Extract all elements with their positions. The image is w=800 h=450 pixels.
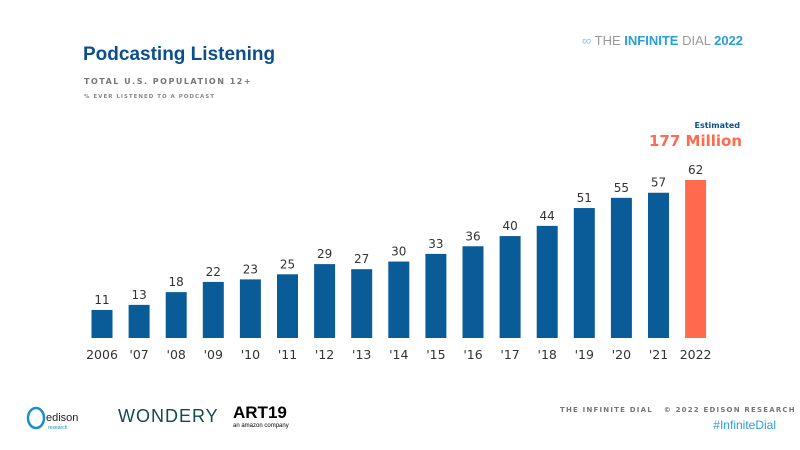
bar — [462, 246, 484, 338]
svg-text:edison: edison — [46, 412, 78, 424]
bar — [536, 225, 558, 338]
x-tick-label: '12 — [315, 347, 334, 362]
data-label: 33 — [428, 237, 443, 251]
x-tick-label: 2006 — [86, 347, 118, 362]
bar — [388, 261, 410, 338]
bar — [648, 192, 669, 338]
hashtag: #InfiniteDial — [713, 418, 776, 432]
bar — [91, 309, 113, 338]
data-label: 29 — [317, 247, 332, 261]
data-label: 22 — [206, 265, 221, 279]
data-label: 18 — [169, 275, 184, 289]
bar — [277, 274, 298, 338]
x-tick-label: '18 — [538, 347, 557, 362]
bar — [314, 264, 336, 338]
annotation-label: Estimated — [694, 121, 740, 130]
x-tick-label: '07 — [129, 347, 148, 362]
bar — [351, 269, 373, 338]
bar — [202, 281, 224, 338]
svg-text:research: research — [48, 425, 68, 431]
x-tick-label: '11 — [278, 347, 297, 362]
bar — [165, 292, 187, 338]
x-tick-label: '21 — [649, 347, 668, 362]
x-tick-label: '14 — [389, 347, 408, 362]
data-label: 36 — [465, 229, 480, 243]
infinite-dial-logo: ∞ THE INFINITE DIAL 2022 — [582, 33, 743, 48]
x-tick-label: '19 — [575, 347, 594, 362]
bar — [499, 236, 521, 338]
data-label: 57 — [651, 176, 666, 190]
copyright: THE INFINITE DIAL © 2022 EDISON RESEARCH — [560, 406, 796, 414]
bar — [610, 197, 632, 338]
bar — [685, 180, 707, 338]
data-label: 30 — [391, 245, 406, 259]
infinity-icon: ∞ — [582, 33, 595, 48]
wondery-logo: WONDERY — [118, 406, 219, 426]
data-label: 55 — [614, 181, 629, 195]
x-tick-label: '15 — [426, 347, 445, 362]
data-label: 23 — [243, 262, 258, 276]
data-label: 40 — [502, 219, 517, 233]
x-tick-label: '10 — [241, 347, 260, 362]
data-label: 25 — [280, 257, 295, 271]
brand-bold: INFINITE — [624, 33, 679, 48]
edison-logo: edison research — [26, 406, 78, 431]
y-label: % EVER LISTENED TO A PODCAST — [84, 94, 215, 100]
brand-prefix: THE — [594, 33, 625, 48]
data-label: 62 — [688, 163, 703, 177]
brand-year: 2022 — [714, 33, 744, 48]
bar — [239, 279, 261, 338]
bar — [128, 304, 150, 338]
bar — [573, 208, 595, 338]
data-label: 13 — [131, 288, 146, 302]
chart-title: Podcasting Listening — [83, 44, 276, 65]
annotation-value: 177 Million — [648, 132, 742, 150]
x-tick-label: '16 — [463, 347, 482, 362]
x-tick-label: '20 — [612, 347, 631, 362]
data-label: 44 — [540, 209, 555, 223]
chart-subtitle: TOTAL U.S. POPULATION 12+ — [84, 77, 253, 86]
art19-logo: ART19 — [233, 403, 287, 422]
data-label: 11 — [94, 293, 109, 307]
bar — [425, 253, 447, 338]
x-tick-label: '17 — [500, 347, 519, 362]
x-tick-label: '09 — [204, 347, 223, 362]
data-label: 51 — [577, 191, 592, 205]
x-tick-label: '13 — [352, 347, 371, 362]
brand-mid: DIAL — [678, 33, 715, 48]
x-tick-label: 2022 — [680, 347, 712, 362]
x-tick-label: '08 — [167, 347, 186, 362]
amazon-tagline: an amazon company — [233, 423, 289, 429]
data-label: 27 — [354, 252, 369, 266]
